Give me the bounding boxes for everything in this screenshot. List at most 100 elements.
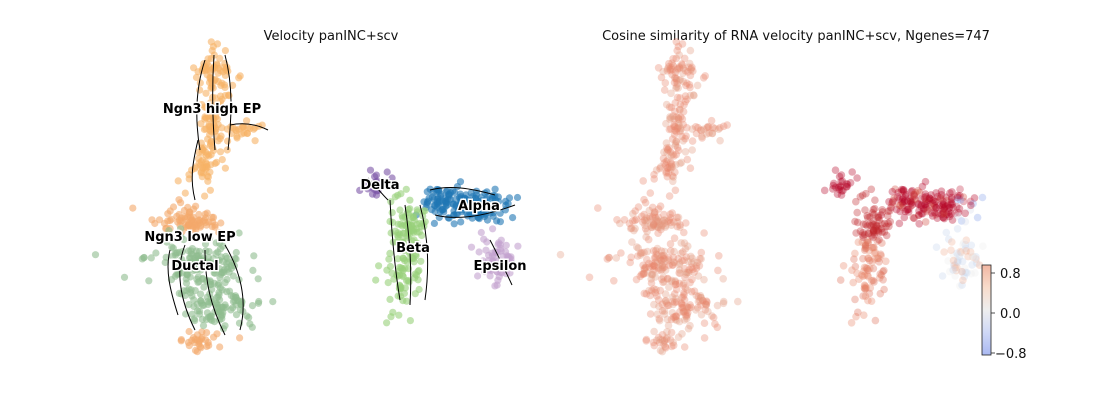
cosine-cell-point	[963, 269, 971, 277]
cosine-cell-point	[909, 214, 918, 222]
cosine-cell-point	[835, 172, 844, 181]
cell-point	[203, 163, 211, 171]
cell-point	[396, 206, 404, 214]
cosine-cell-point	[942, 228, 951, 237]
cosine-cell-point	[959, 276, 967, 285]
cosine-cell-point	[640, 269, 648, 278]
cosine-cell-point	[716, 136, 724, 145]
cosine-cell-point	[928, 212, 937, 220]
cosine-cell-point	[831, 166, 840, 174]
cosine-cell-point	[670, 218, 678, 226]
cell-point	[365, 179, 373, 187]
cosine-cell-point	[663, 275, 672, 283]
cell-point	[395, 311, 403, 319]
cosine-cell-point	[680, 291, 688, 299]
cosine-cell-point	[914, 200, 923, 208]
cell-point	[469, 193, 477, 201]
cosine-cell-point	[658, 256, 666, 265]
cosine-cell-point	[667, 125, 675, 133]
cosine-cell-point	[650, 170, 658, 179]
cosine-cell-point	[671, 141, 680, 150]
cosine-cell-point	[677, 299, 686, 307]
cosine-cell-point	[645, 263, 654, 271]
cosine-cell-point	[676, 94, 684, 102]
cosine-cell-point	[686, 71, 695, 80]
cosine-cell-point	[660, 251, 668, 260]
cosine-cell-point	[925, 194, 934, 202]
cell-point	[145, 277, 153, 285]
cosine-cell-point	[638, 249, 646, 257]
cosine-cell-point	[662, 335, 671, 343]
cosine-cell-point	[698, 134, 706, 142]
cosine-cell-point	[878, 224, 886, 233]
cosine-cell-point	[664, 253, 673, 262]
cosine-cell-point	[647, 223, 655, 231]
cell-point	[197, 222, 205, 230]
cosine-cell-point	[682, 312, 691, 321]
cosine-cell-point	[651, 222, 660, 231]
cosine-cell-point	[884, 207, 892, 215]
cell-point	[255, 297, 263, 306]
cosine-cell-point	[680, 288, 688, 297]
cosine-cell-point	[956, 192, 964, 200]
cosine-cell-point	[700, 275, 708, 284]
cosine-cell-point	[669, 177, 677, 186]
cosine-cell-point	[640, 210, 648, 219]
cosine-cell-point	[658, 331, 667, 339]
cosine-cell-point	[966, 197, 975, 206]
cosine-cell-point	[641, 221, 649, 230]
cosine-cell-point	[898, 199, 907, 208]
cosine-cell-point	[939, 200, 947, 208]
cosine-cell-point	[666, 66, 675, 75]
cosine-cell-point	[676, 127, 684, 136]
cell-point	[417, 257, 425, 265]
cosine-cell-point	[956, 196, 965, 204]
cosine-cell-point	[678, 303, 686, 312]
cosine-cell-point	[684, 324, 693, 333]
cell-point	[467, 243, 476, 251]
cosine-cell-point	[936, 194, 945, 203]
cosine-cell-point	[863, 212, 871, 220]
cosine-cell-point	[678, 115, 687, 123]
cell-point	[140, 253, 148, 262]
cell-point	[214, 304, 222, 312]
cosine-cell-point	[905, 205, 913, 214]
velocity-streamline	[419, 204, 429, 301]
cosine-cell-point	[703, 123, 711, 132]
cosine-cell-point	[672, 161, 680, 169]
cosine-cell-point	[927, 191, 935, 199]
cosine-cell-point	[626, 258, 634, 267]
cosine-cell-point	[877, 271, 886, 280]
cosine-cell-point	[667, 165, 675, 173]
cosine-cell-point	[650, 175, 658, 183]
cosine-cell-point	[869, 217, 877, 225]
cosine-cell-point	[859, 254, 867, 263]
cosine-cell-point	[677, 158, 686, 167]
cosine-cell-point	[629, 209, 637, 218]
cosine-cell-point	[899, 193, 907, 202]
cosine-cell-point	[660, 247, 669, 256]
cosine-cell-point	[870, 278, 878, 286]
cosine-cell-point	[690, 268, 698, 277]
cosine-cell-point	[871, 196, 879, 204]
cosine-cell-point	[939, 197, 947, 206]
cosine-cell-point	[860, 311, 868, 320]
cell-point	[208, 285, 216, 293]
cosine-cell-point	[661, 290, 670, 298]
cell-point	[195, 307, 204, 315]
cosine-cell-point	[697, 301, 705, 309]
cosine-cell-point	[673, 93, 682, 102]
cosine-cell-point	[859, 229, 867, 237]
cell-point	[399, 238, 407, 247]
cosine-cell-point	[899, 201, 908, 209]
cosine-cell-point	[670, 120, 678, 129]
cell-point	[496, 218, 504, 226]
cosine-cell-point	[973, 213, 982, 222]
cosine-cell-point	[948, 193, 956, 202]
cosine-cell-point	[659, 273, 668, 281]
cosine-cell-point	[674, 254, 683, 263]
cell-point	[513, 193, 522, 202]
cosine-cell-point	[916, 195, 925, 204]
cosine-cell-point	[681, 97, 690, 106]
cell-point	[414, 267, 422, 276]
